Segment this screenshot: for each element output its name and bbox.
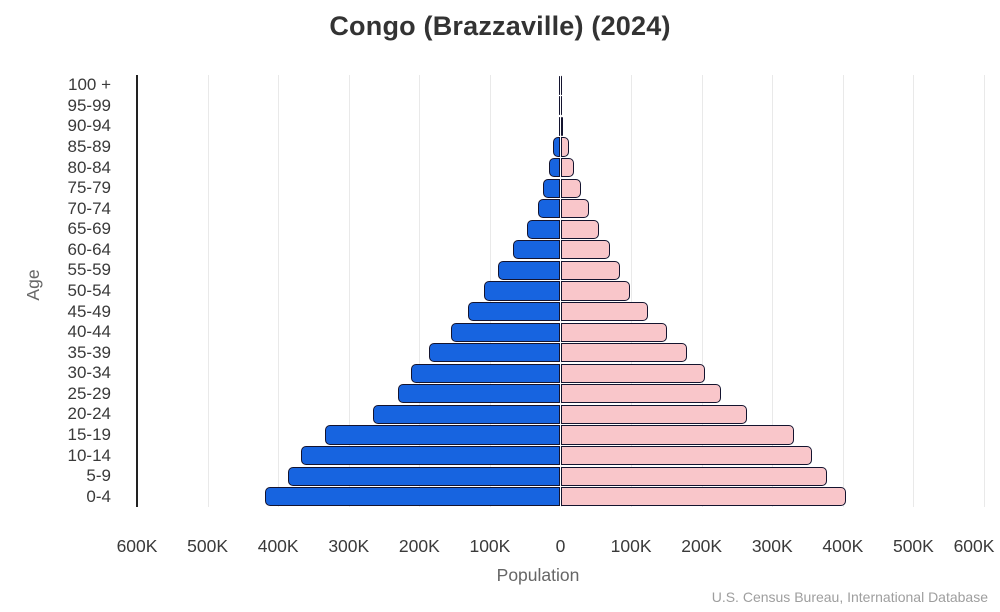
y-axis-spine bbox=[136, 75, 138, 507]
x-tick-label: 400K bbox=[822, 536, 864, 556]
x-tick-label: 300K bbox=[751, 536, 793, 556]
bar-male-60-64 bbox=[513, 240, 561, 260]
x-tick-label: 600K bbox=[953, 536, 995, 556]
bar-female-5-9 bbox=[560, 466, 828, 486]
bar-male-80-84 bbox=[548, 157, 561, 178]
y-tick-label: 55-59 bbox=[67, 260, 111, 280]
bar-female-80-84 bbox=[560, 157, 574, 178]
y-tick-label: 50-54 bbox=[67, 281, 111, 300]
y-tick-label: 45-49 bbox=[67, 301, 111, 321]
bar-female-25-29 bbox=[560, 384, 722, 404]
bar-male-100plus bbox=[558, 75, 561, 95]
bar-female-100plus bbox=[560, 75, 563, 95]
y-tick-label: 65-69 bbox=[67, 219, 111, 239]
y-tick-label: 20-24 bbox=[67, 404, 111, 424]
x-tick-label: 0 bbox=[555, 536, 566, 556]
bar-male-85-89 bbox=[553, 137, 561, 157]
bar-female-40-44 bbox=[560, 322, 668, 342]
bar-male-15-19 bbox=[325, 425, 561, 445]
y-tick-label: 80-84 bbox=[67, 157, 111, 177]
source-attribution: U.S. Census Bureau, International Databa… bbox=[711, 589, 988, 605]
bar-female-45-49 bbox=[560, 301, 649, 322]
x-tick-label: 100K bbox=[610, 536, 652, 556]
y-tick-label: 15-19 bbox=[67, 425, 111, 444]
y-tick-label: 5-9 bbox=[86, 466, 111, 486]
bar-female-90-94 bbox=[560, 116, 563, 136]
bar-female-70-74 bbox=[560, 199, 589, 219]
gridline bbox=[348, 75, 350, 507]
gridline bbox=[419, 75, 421, 507]
gridline bbox=[278, 75, 280, 507]
bar-male-95-99 bbox=[558, 96, 561, 116]
bar-male-55-59 bbox=[498, 260, 561, 280]
bar-male-70-74 bbox=[537, 199, 561, 219]
gridline bbox=[772, 75, 774, 507]
gridline bbox=[701, 75, 703, 507]
x-tick-label: 100K bbox=[469, 536, 511, 556]
gridline bbox=[842, 75, 844, 507]
gridline bbox=[207, 75, 209, 507]
x-tick-label: 500K bbox=[187, 536, 229, 556]
y-tick-label: 90-94 bbox=[67, 116, 111, 136]
y-tick-label: 10-14 bbox=[67, 445, 111, 465]
bar-female-60-64 bbox=[560, 240, 610, 260]
bar-female-20-24 bbox=[560, 404, 747, 424]
bar-male-5-9 bbox=[288, 466, 561, 486]
bar-female-75-79 bbox=[560, 178, 581, 198]
x-tick-label: 200K bbox=[398, 536, 440, 556]
bar-male-75-79 bbox=[542, 178, 561, 198]
x-tick-label: 400K bbox=[257, 536, 299, 556]
y-tick-label: 30-34 bbox=[67, 363, 111, 383]
y-tick-label: 40-44 bbox=[67, 322, 111, 342]
bar-female-15-19 bbox=[560, 425, 795, 445]
x-tick-label: 300K bbox=[328, 536, 370, 556]
y-tick-label: 85-89 bbox=[67, 137, 111, 156]
x-axis-title: Population bbox=[496, 565, 580, 585]
plot-area bbox=[136, 75, 985, 507]
y-tick-label: 100 + bbox=[67, 75, 111, 95]
x-tick-label: 500K bbox=[892, 536, 934, 556]
y-tick-label: 70-74 bbox=[67, 198, 111, 218]
y-tick-label: 35-39 bbox=[67, 342, 111, 362]
bar-female-0-4 bbox=[560, 487, 847, 507]
gridline bbox=[913, 75, 915, 507]
y-tick-label: 95-99 bbox=[67, 95, 111, 115]
bar-male-25-29 bbox=[398, 384, 561, 404]
bar-female-85-89 bbox=[560, 137, 569, 157]
gridline bbox=[631, 75, 633, 507]
bar-male-65-69 bbox=[526, 219, 561, 239]
bar-female-65-69 bbox=[560, 219, 599, 239]
bar-male-35-39 bbox=[429, 343, 561, 363]
bar-male-90-94 bbox=[558, 116, 561, 136]
y-tick-label: 0-4 bbox=[86, 486, 111, 506]
bar-female-50-54 bbox=[560, 281, 631, 301]
bar-female-30-34 bbox=[560, 363, 706, 383]
chart-title: Congo (Brazzaville) (2024) bbox=[329, 11, 671, 41]
x-tick-label: 600K bbox=[116, 536, 158, 556]
bar-male-30-34 bbox=[410, 363, 561, 383]
bar-male-20-24 bbox=[372, 404, 561, 424]
bar-male-10-14 bbox=[300, 445, 561, 466]
bar-female-10-14 bbox=[560, 445, 813, 466]
y-tick-label: 60-64 bbox=[67, 239, 111, 259]
bar-female-35-39 bbox=[560, 343, 687, 363]
y-tick-label: 75-79 bbox=[67, 178, 111, 198]
bar-female-95-99 bbox=[560, 96, 563, 116]
bar-male-45-49 bbox=[468, 301, 561, 322]
bar-female-55-59 bbox=[560, 260, 620, 280]
bar-male-40-44 bbox=[451, 322, 561, 342]
gridline bbox=[984, 75, 985, 507]
bar-male-0-4 bbox=[265, 487, 561, 507]
y-tick-label: 25-29 bbox=[67, 383, 111, 403]
bar-male-50-54 bbox=[484, 281, 561, 301]
x-tick-label: 200K bbox=[681, 536, 723, 556]
